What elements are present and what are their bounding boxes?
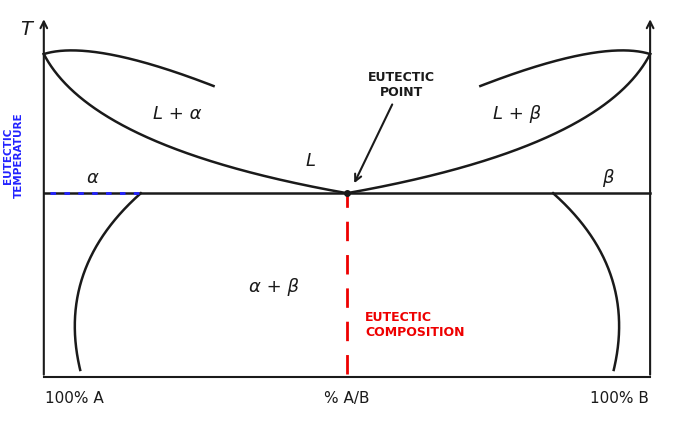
Text: L + β: L + β <box>493 105 541 123</box>
Text: EUTECTIC
POINT: EUTECTIC POINT <box>355 71 435 181</box>
Text: α + β: α + β <box>249 278 299 296</box>
Text: β: β <box>602 169 613 187</box>
Text: 100% A: 100% A <box>45 391 104 406</box>
Text: L + α: L + α <box>153 105 202 123</box>
Text: L: L <box>306 152 316 170</box>
Text: T: T <box>20 20 32 39</box>
Text: 100% B: 100% B <box>590 391 649 406</box>
Text: EUTECTIC
COMPOSITION: EUTECTIC COMPOSITION <box>365 311 465 339</box>
Text: α: α <box>86 169 98 187</box>
Text: % A/B: % A/B <box>324 391 370 406</box>
Text: EUTECTIC
TEMPERATURE: EUTECTIC TEMPERATURE <box>3 113 25 198</box>
